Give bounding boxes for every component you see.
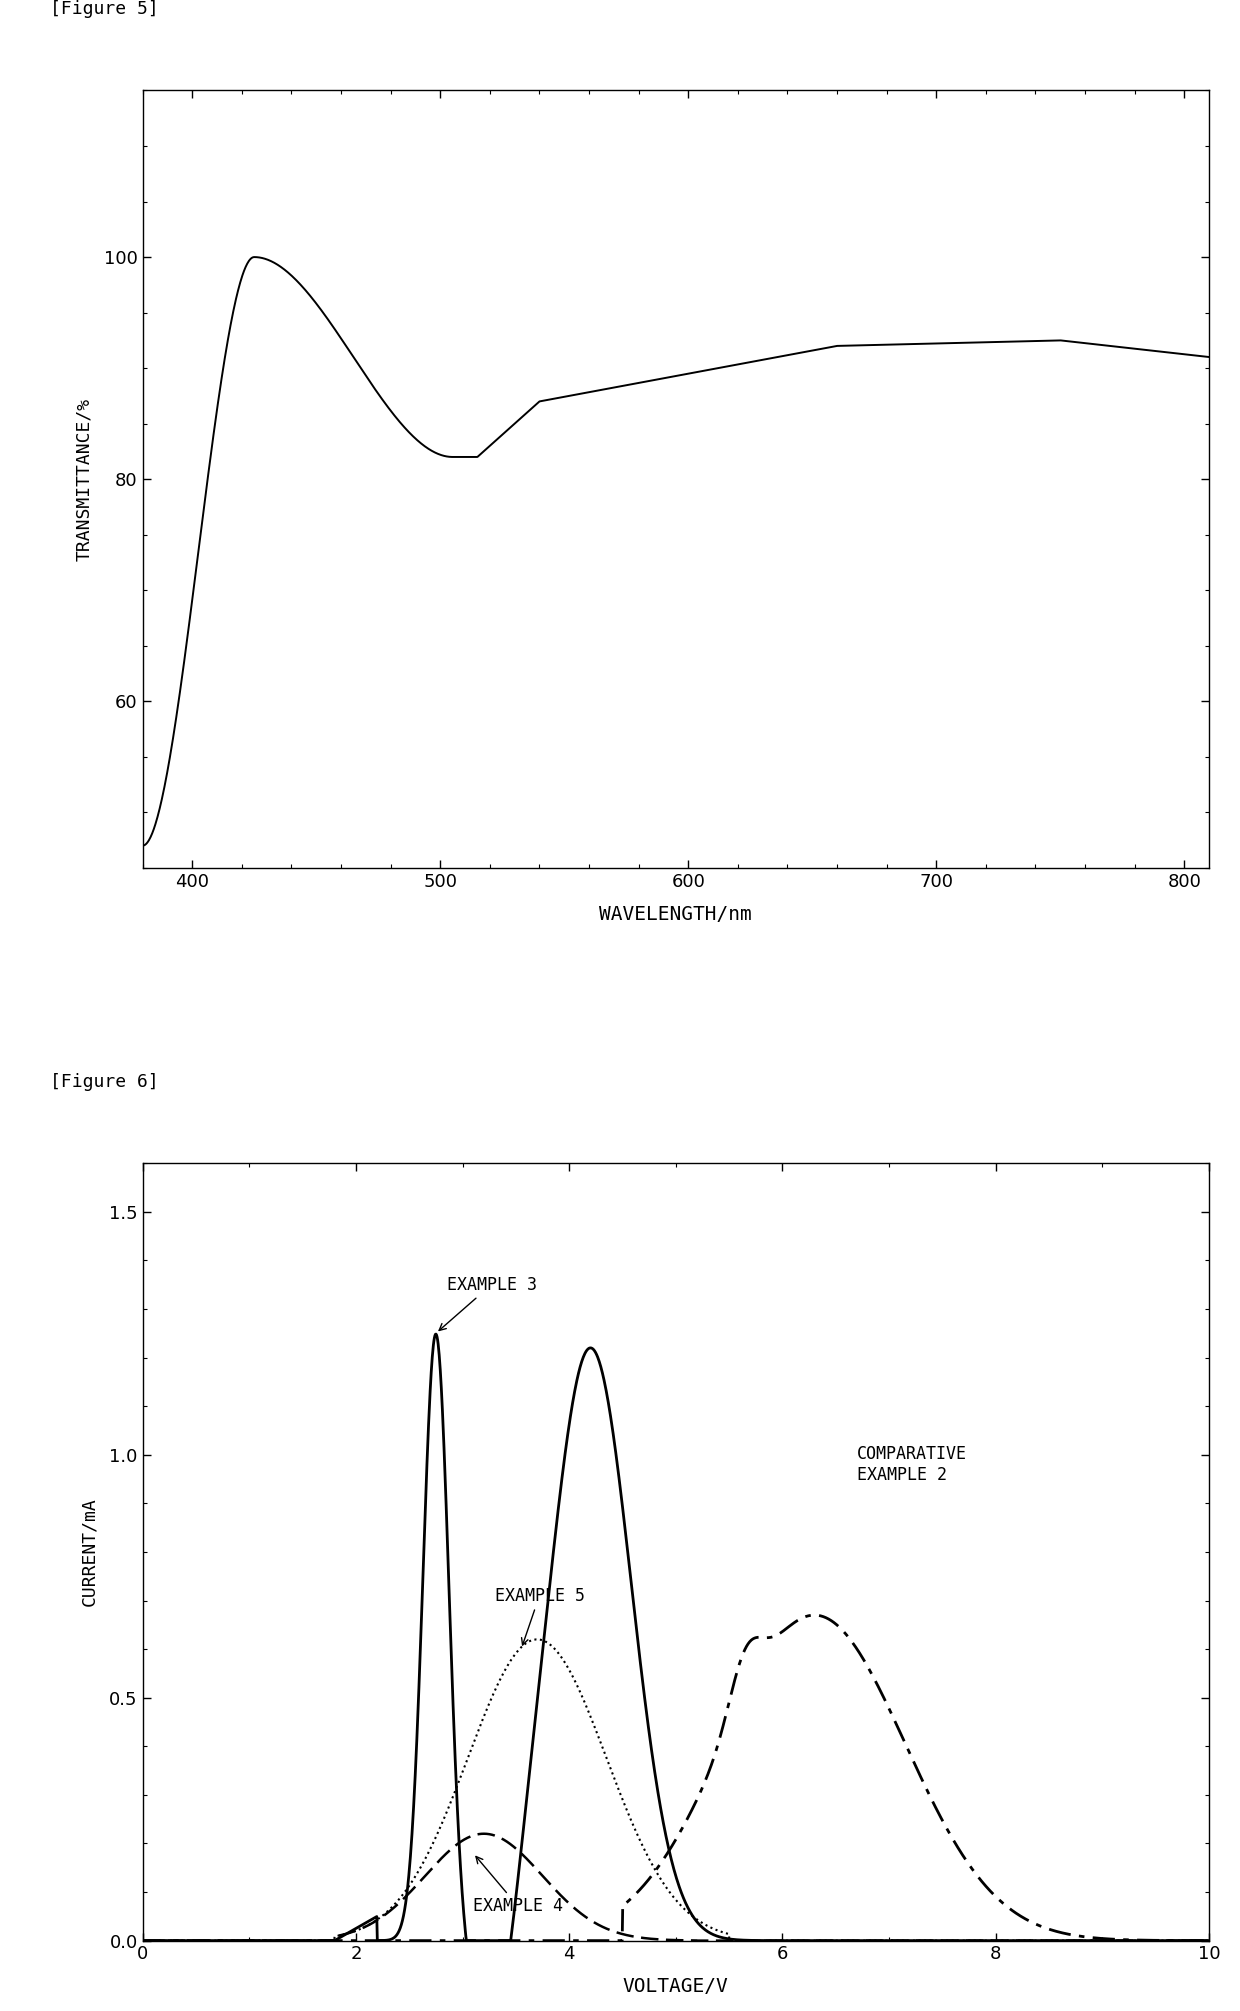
Text: EXAMPLE 3: EXAMPLE 3	[439, 1275, 537, 1331]
Text: [Figure 6]: [Figure 6]	[50, 1072, 159, 1090]
Text: EXAMPLE 4: EXAMPLE 4	[474, 1856, 563, 1914]
Text: COMPARATIVE
EXAMPLE 2: COMPARATIVE EXAMPLE 2	[857, 1446, 967, 1484]
Text: EXAMPLE 5: EXAMPLE 5	[495, 1587, 584, 1645]
X-axis label: WAVELENGTH/nm: WAVELENGTH/nm	[599, 905, 753, 923]
Y-axis label: TRANSMITTANCE/%: TRANSMITTANCE/%	[74, 398, 93, 561]
Text: [Figure 5]: [Figure 5]	[50, 0, 159, 18]
X-axis label: VOLTAGE/V: VOLTAGE/V	[622, 1977, 729, 1997]
Y-axis label: CURRENT/mA: CURRENT/mA	[81, 1498, 98, 1607]
